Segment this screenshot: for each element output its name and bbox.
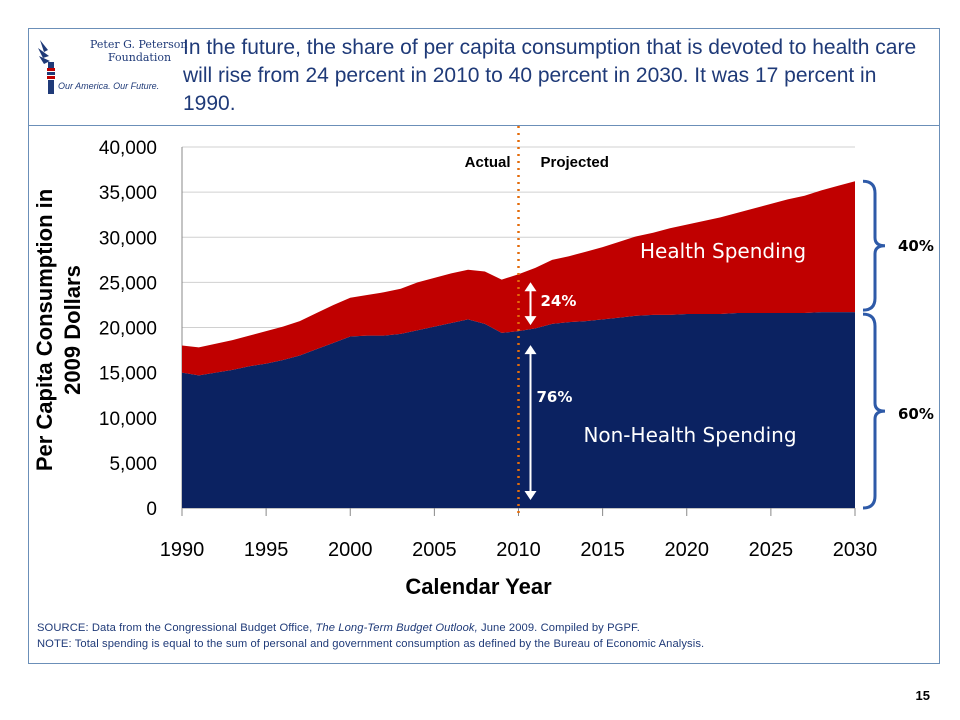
torch-icon: [38, 40, 55, 94]
y-tick-label: 20,000: [99, 319, 157, 340]
health-spending-label: Health Spending: [640, 239, 806, 263]
series-area-non-health: [182, 312, 855, 508]
x-tick-label: 1990: [160, 539, 205, 561]
y-tick-label: 10,000: [99, 409, 157, 430]
y-axis-title-line2: 2009 Dollars: [60, 265, 85, 395]
y-axis-title-line1: Per Capita Consumption in: [32, 189, 57, 471]
arrow-non-health-2010-head-up: [524, 345, 537, 355]
x-tick-label: 2030: [833, 539, 878, 561]
x-tick-label: 2025: [749, 539, 794, 561]
x-tick-label: 2010: [496, 539, 541, 561]
x-tick-label: 2015: [580, 539, 625, 561]
x-axis-title: Calendar Year: [405, 574, 552, 599]
arrow-health-2010-head-down: [524, 316, 537, 326]
source-note: SOURCE: Data from the Congressional Budg…: [37, 622, 640, 634]
definition-note: NOTE: Total spending is equal to the sum…: [37, 638, 705, 650]
logo-tagline: Our America. Our Future.: [58, 81, 160, 91]
y-tick-label: 35,000: [99, 183, 157, 204]
y-tick-label: 15,000: [99, 364, 157, 385]
pct-2010-non-health: 76%: [537, 388, 573, 406]
page-number: 15: [915, 688, 930, 703]
y-tick-label: 0: [146, 499, 157, 520]
brace-health-2030: [862, 179, 886, 312]
x-tick-label: 2005: [412, 539, 457, 561]
slide-frame: [28, 28, 940, 664]
series-area-health: [182, 181, 855, 376]
pct-2010-health: 24%: [541, 292, 577, 310]
source-title: The Long-Term Budget Outlook,: [315, 622, 478, 634]
actual-label: Actual: [465, 154, 511, 171]
y-tick-label: 25,000: [99, 273, 157, 294]
x-tick-label: 2020: [665, 539, 710, 561]
logo-foundation: Foundation: [108, 51, 172, 64]
header-box: [28, 28, 940, 126]
logo-name: Peter G. Peterson: [90, 38, 188, 51]
y-tick-label: 30,000: [99, 228, 157, 249]
x-tick-label: 2000: [328, 539, 373, 561]
arrow-health-2010-head-up: [524, 282, 537, 292]
pct-2030-health: 40%: [898, 237, 934, 255]
y-tick-label: 40,000: [99, 138, 157, 159]
source-prefix: SOURCE: Data from the Congressional Budg…: [37, 622, 316, 634]
brace-non-health-2030: [862, 312, 886, 510]
foundation-logo: Peter G. Peterson Foundation Our America…: [34, 34, 187, 98]
y-tick-label: 5,000: [109, 454, 157, 475]
non-health-spending-label: Non-Health Spending: [583, 423, 796, 447]
headline: In the future, the share of per capita c…: [183, 36, 917, 115]
projected-label: Projected: [541, 154, 609, 171]
x-tick-label: 1995: [244, 539, 289, 561]
source-suffix: June 2009. Compiled by PGPF.: [477, 622, 640, 634]
arrow-non-health-2010-head-down: [524, 491, 537, 500]
pct-2030-non-health: 60%: [898, 405, 934, 423]
